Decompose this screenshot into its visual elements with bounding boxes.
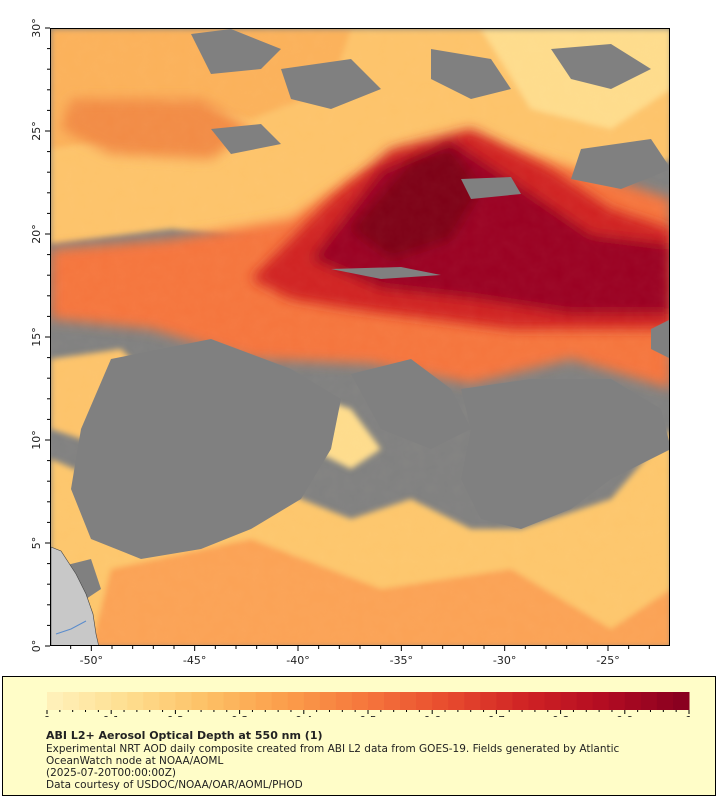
colorbar-segment	[287, 692, 305, 710]
lat-tick-label: 0°	[30, 640, 43, 653]
colorbar-tick-label: 0.1	[102, 714, 120, 717]
colorbar-tick-label: 0.7	[488, 714, 506, 717]
colorbar-segment	[271, 692, 289, 710]
colorbar-segment	[624, 692, 642, 710]
colorbar-segment	[63, 692, 80, 710]
colorbar-segment	[351, 692, 369, 710]
lat-tick-label: 20°	[30, 224, 43, 244]
river-line	[55, 620, 87, 635]
legend-title: ABI L2+ Aerosol Optical Depth at 550 nm …	[46, 729, 323, 742]
colorbar-tick-label: 0.9	[616, 714, 634, 717]
colorbar-tick-label: 0.6	[423, 714, 441, 717]
colorbar-segment	[448, 692, 465, 710]
map-axes: 0° 5° 10° 15° 20° 25° 30° -50° -45° -40° -35° -30°…	[30, 18, 650, 667]
colorbar-segment	[480, 692, 497, 710]
colorbar-segment	[384, 692, 401, 710]
colorbar-segment	[432, 692, 449, 710]
colorbar-segment	[223, 692, 241, 710]
colorbar-tick-label: 0.8	[552, 714, 570, 717]
colorbar-segment	[656, 692, 674, 710]
lon-tick-label: -40°	[286, 654, 309, 667]
colorbar-segment	[95, 692, 112, 710]
aod-field-image	[51, 29, 669, 645]
colorbar-segment	[560, 692, 578, 710]
colorbar-segment	[143, 692, 160, 710]
colorbar-segment	[640, 692, 658, 710]
lat-tick-label: 15°	[30, 327, 43, 347]
legend-credit: Data courtesy of USDOC/NOAA/OAR/AOML/PHO…	[46, 779, 303, 791]
no-data-patches	[51, 29, 669, 609]
colorbar-segment	[496, 692, 513, 710]
colorbar-tick-label: 0.5	[359, 714, 377, 717]
colorbar-segment	[239, 692, 257, 710]
colorbar-swatches	[47, 692, 690, 710]
colorbar-tick-label: 0.2	[167, 714, 185, 717]
colorbar-segment	[191, 692, 208, 710]
lat-tick-label: 5°	[30, 537, 43, 550]
lon-tick-label: -25°	[596, 654, 619, 667]
legend-description: Experimental NRT AOD daily composite cre…	[46, 743, 620, 767]
colorbar-segment	[672, 692, 690, 710]
legend-panel: 0 0.1 0.2 0.3 0.4 0.5 0.6 0.7 0.8 0.9 1	[2, 676, 716, 796]
lon-tick-label: -50°	[80, 654, 103, 667]
lon-tick-label: -30°	[493, 654, 516, 667]
lat-tick-label: 25°	[30, 121, 43, 141]
colorbar-tick-label: 0.3	[231, 714, 249, 717]
colorbar-segment	[159, 692, 176, 710]
colorbar-segment	[175, 692, 192, 710]
land-mass	[51, 546, 99, 645]
colorbar-tick-label: 1	[686, 714, 693, 717]
aod-map	[50, 28, 670, 646]
colorbar-segment	[592, 692, 610, 710]
colorbar-segment	[512, 692, 529, 710]
colorbar-tick-label: 0.4	[295, 714, 313, 717]
colorbar-segment	[464, 692, 481, 710]
colorbar-segment	[335, 692, 353, 710]
lat-tick-label: 10°	[30, 430, 43, 450]
colorbar-segment	[207, 692, 225, 710]
lat-tick-label: 30°	[30, 18, 43, 38]
colorbar-segment	[47, 692, 64, 710]
colorbar-segment	[528, 692, 546, 710]
colorbar: 0 0.1 0.2 0.3 0.4 0.5 0.6 0.7 0.8 0.9 1	[44, 692, 693, 717]
colorbar-segment	[127, 692, 144, 710]
lon-tick-label: -45°	[183, 654, 206, 667]
colorbar-segment	[608, 692, 626, 710]
colorbar-segment	[576, 692, 594, 710]
colorbar-ticks: 0 0.1 0.2 0.3 0.4 0.5 0.6 0.7 0.8 0.9 1	[44, 710, 693, 717]
colorbar-tick-label: 0	[44, 714, 51, 717]
colorbar-segment	[79, 692, 96, 710]
longitude-axis: -50° -45° -40° -35° -30° -25°	[70, 646, 650, 667]
colorbar-segment	[400, 692, 417, 710]
colorbar-segment	[319, 692, 337, 710]
colorbar-segment	[544, 692, 562, 710]
latitude-axis: 0° 5° 10° 15° 20° 25° 30°	[30, 18, 50, 652]
colorbar-segment	[303, 692, 321, 710]
lon-tick-label: -35°	[390, 654, 413, 667]
colorbar-segment	[111, 692, 128, 710]
colorbar-segment	[368, 692, 385, 710]
colorbar-segment	[255, 692, 273, 710]
legend-timestamp: (2025-07-20T00:00:00Z)	[46, 767, 176, 779]
colorbar-segment	[416, 692, 433, 710]
